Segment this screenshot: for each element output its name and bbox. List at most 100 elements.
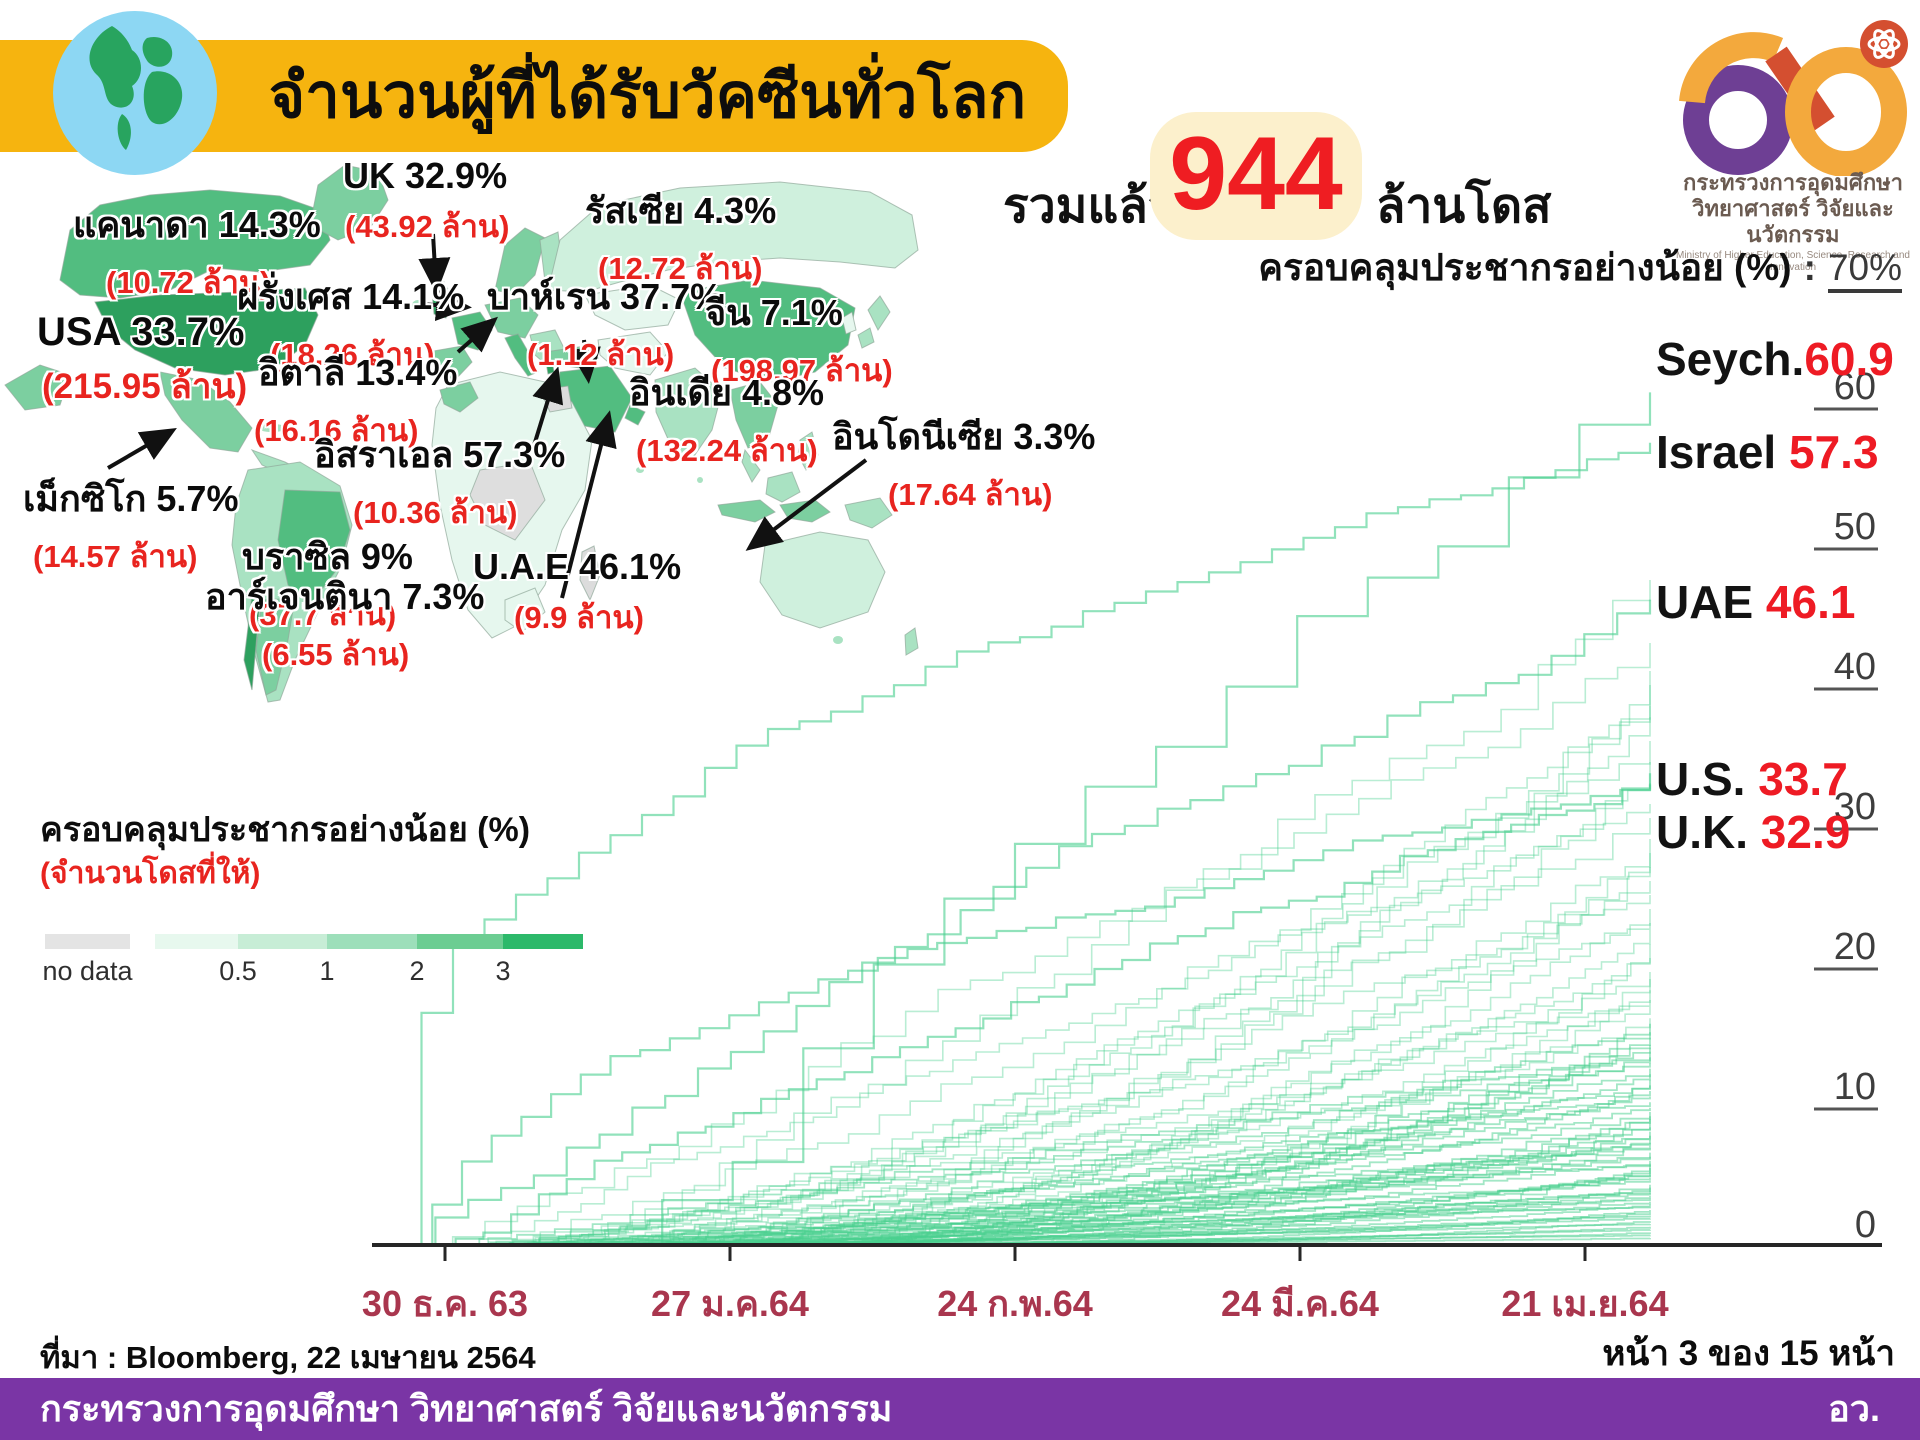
- country-pct-label: USA 33.7%: [37, 310, 245, 354]
- country-doses-label: (9.9 ล้าน): [514, 600, 644, 635]
- country-doses-label: (10.72 ล้าน): [106, 265, 271, 300]
- country-label: บาห์เรน 37.7% (1.12 ล้าน): [487, 268, 722, 379]
- y-axis-tick-label: 10: [1834, 1066, 1876, 1108]
- map-region: [277, 489, 351, 606]
- y-axis-tick-label: 60: [1834, 366, 1876, 408]
- total-doses-value: 944: [1169, 116, 1343, 232]
- country-doses-label: (16.16 ล้าน): [254, 413, 419, 448]
- legend-scale-tick: 3: [495, 956, 511, 986]
- ministry-name-en: Ministry of Higher Education, Science, R…: [1675, 249, 1910, 273]
- country-pct-label: อินโดนีเซีย 3.3%: [832, 416, 1096, 457]
- legend-no-data-label: no data: [42, 956, 133, 986]
- chart-labeled-series-line: [591, 392, 1652, 1247]
- map-label-arrow: [419, 289, 472, 322]
- map-island: [258, 424, 286, 432]
- country-label: อิตาลี 13.4% (16.16 ล้าน): [254, 344, 458, 455]
- footer-bar: กระทรวงการอุดมศึกษา วิทยาศาสตร์ วิจัยและ…: [0, 1378, 1920, 1440]
- footer-ministry: กระทรวงการอุดมศึกษา วิทยาศาสตร์ วิจัยและ…: [40, 1388, 893, 1429]
- ministry-logo: [1679, 20, 1908, 176]
- country-doses-label: (10.36 ล้าน): [353, 495, 518, 530]
- chart-series-line: [570, 717, 1651, 1246]
- page-indicator: หน้า 3 ของ 15 หน้า: [1602, 1334, 1895, 1373]
- country-label: แคนาดา 14.3% (10.72 ล้าน): [73, 196, 321, 307]
- legend-scale-swatch: [155, 934, 238, 949]
- legend-scale-swatch: [503, 934, 583, 949]
- map-region: [729, 381, 779, 449]
- country-pct-label: อิตาลี 13.4%: [258, 352, 458, 393]
- chart-labeled-series-line: [402, 599, 1652, 1247]
- country-doses-label: (215.95 ล้าน): [42, 367, 248, 406]
- coverage-target-line: ครอบคลุมประชากรอย่างน้อย (%):70%: [1100, 238, 1902, 297]
- map-region: [584, 284, 681, 331]
- y-axis-tick-label: 30: [1834, 786, 1876, 828]
- country-doses-label: (14.57 ล้าน): [33, 539, 198, 574]
- chart-series-line: [464, 804, 1651, 1246]
- map-region: [841, 311, 857, 335]
- map-region: [579, 545, 601, 602]
- country-pct-label: เม็กซิโก 5.7%: [23, 478, 239, 519]
- map-region: [904, 627, 919, 656]
- map-region: [654, 367, 723, 463]
- map-region: [243, 594, 261, 691]
- map-region: [741, 448, 761, 483]
- map-island: [697, 477, 703, 483]
- page-title: จำนวนผู้ที่ได้รับวัคซีนทั่วโลก: [268, 62, 1027, 131]
- x-axis-tick-label: 27 ม.ค.64: [651, 1283, 809, 1324]
- map-label-arrow: [530, 366, 564, 453]
- legend-scale-swatch: [238, 934, 327, 949]
- country-label: ฝรั่งเศส 14.1% (18.26 ล้าน): [237, 268, 464, 379]
- country-pct-label: รัสเซีย 4.3%: [585, 190, 777, 231]
- country-pct-label: ฝรั่งเศส 14.1%: [237, 276, 465, 317]
- chart-series-line: [511, 1063, 1651, 1246]
- ministry-name-th-1: กระทรวงการอุดมศึกษา: [1683, 170, 1903, 195]
- country-pct-label: บราซิล 9%: [242, 536, 413, 577]
- country-label: UK 32.9% (43.92 ล้าน): [343, 155, 509, 251]
- country-label: บราซิล 9% (37.7 ล้าน): [242, 528, 413, 639]
- legend-scale-tick: 1: [319, 956, 335, 986]
- map-label-arrow: [106, 427, 177, 470]
- map-label-arrow: [418, 233, 451, 294]
- map-region: [624, 404, 646, 426]
- legend-subtitle: (จำนวนโดสที่ให้): [40, 857, 261, 890]
- chart-series-line: [598, 1102, 1651, 1246]
- y-axis-tick-label: 50: [1834, 506, 1876, 548]
- chart-series-line: [441, 1057, 1651, 1246]
- country-doses-label: (132.24 ล้าน): [636, 433, 818, 468]
- map-region: [797, 431, 819, 471]
- country-pct-label: แคนาดา 14.3%: [73, 204, 321, 245]
- source-note: ที่มา : Bloomberg, 22 เมษายน 2564: [40, 1340, 536, 1375]
- x-axis-tick-label: 24 มี.ค.64: [1221, 1283, 1379, 1324]
- coverage-target-label: ครอบคลุมประชากรอย่างน้อย (%): [1258, 247, 1792, 288]
- chart-series-line: [420, 643, 1651, 1246]
- total-unit: ล้านโดส: [1376, 180, 1552, 233]
- chart-series-line: [496, 818, 1651, 1246]
- total-prefix: รวมแล้ว: [1003, 180, 1175, 233]
- map-region: [679, 279, 856, 383]
- chart-series-line: [493, 1018, 1651, 1246]
- country-doses-label: (17.64 ล้าน): [888, 477, 1053, 512]
- country-label: อิสราเอล 57.3% (10.36 ล้าน): [314, 426, 565, 537]
- map-region: [94, 287, 319, 376]
- total-badge: [1150, 112, 1362, 240]
- chart-series-line: [442, 895, 1651, 1246]
- chart-series-line: [478, 741, 1651, 1246]
- footer-abbr: อว.: [1828, 1388, 1880, 1429]
- chart-series-line: [499, 1163, 1651, 1246]
- legend-scale-tick: 0.5: [219, 956, 257, 986]
- map-region: [159, 371, 253, 453]
- series-annotation: Israel 57.3: [1656, 426, 1879, 478]
- y-axis-tick-label: 40: [1834, 646, 1876, 688]
- map-region: [427, 345, 473, 381]
- series-annotation: U.S. 33.7: [1656, 753, 1848, 805]
- map-region: [547, 181, 919, 293]
- country-label: อาร์เจนตินา 7.3% (6.55 ล้าน): [205, 568, 484, 679]
- country-pct-label: จีน 7.1%: [705, 292, 843, 333]
- x-axis-tick-label: 21 เม.ย.64: [1501, 1283, 1668, 1324]
- map-label-arrow: [745, 458, 868, 551]
- series-annotation: U.K. 32.9: [1656, 806, 1850, 858]
- country-label: U.A.E 46.1% (9.9 ล้าน): [473, 546, 681, 642]
- chart-series-line: [673, 1223, 1651, 1246]
- country-doses-label: (6.55 ล้าน): [262, 637, 410, 672]
- map-region: [504, 587, 546, 633]
